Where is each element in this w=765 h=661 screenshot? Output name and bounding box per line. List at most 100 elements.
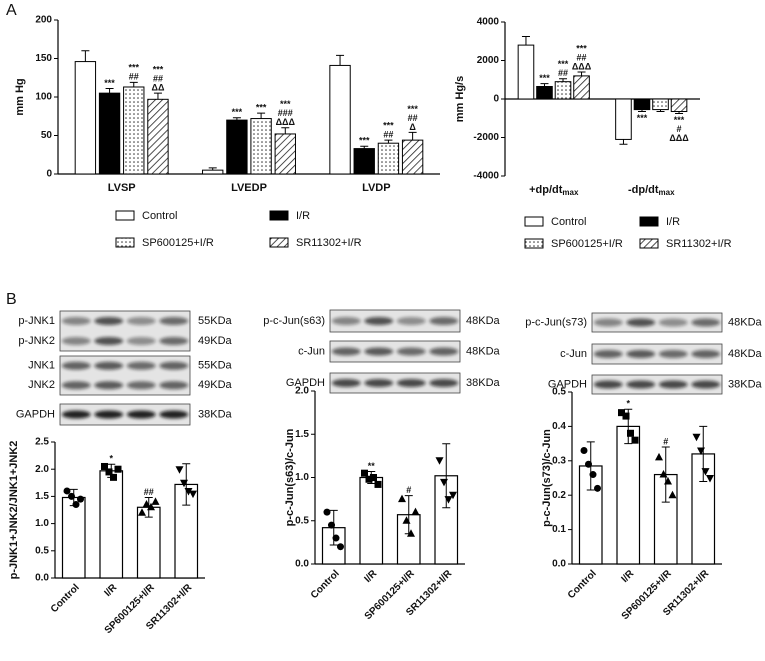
- y-tick-label: 0.3: [552, 455, 566, 466]
- bar: [329, 64, 351, 175]
- error-bar: [69, 488, 78, 507]
- blot-frame: [329, 372, 461, 394]
- data-point: [101, 462, 108, 470]
- significance-label: ***: [539, 73, 550, 83]
- y-tick-label: 150: [35, 53, 52, 64]
- blot-frame: [59, 355, 191, 396]
- blot-size: 48KDa: [466, 345, 501, 357]
- significance-label: ΔΔΔ: [276, 117, 296, 127]
- blot-band: [396, 379, 426, 387]
- significance-label: Δ: [409, 122, 416, 132]
- bar: [61, 496, 86, 579]
- blot-label: JNK1: [28, 360, 55, 372]
- significance-label: ΔΔΔ: [572, 61, 592, 71]
- data-point: [655, 452, 663, 461]
- error-bar: [129, 81, 138, 87]
- error-bar: [107, 463, 116, 478]
- error-bar: [281, 127, 290, 134]
- error-bar: [144, 496, 153, 518]
- error-bar: [81, 50, 90, 62]
- blot-label: JNK2: [28, 379, 55, 391]
- blot-band: [593, 380, 623, 389]
- blot-band: [396, 347, 426, 356]
- significance-label: ***: [576, 43, 587, 53]
- significance-label: ***: [558, 59, 569, 69]
- blot-band: [331, 347, 361, 356]
- significance-label: ***: [129, 63, 140, 73]
- error-bar: [577, 71, 586, 76]
- error-bar: [257, 112, 266, 119]
- blot-band: [691, 318, 721, 327]
- blot-band: [126, 381, 156, 390]
- bar: [359, 476, 384, 565]
- error-bar: [384, 139, 393, 144]
- y-axis-title: p-c-Jun(s63)/c-Jun: [284, 428, 296, 526]
- legend-label: I/R: [666, 216, 680, 228]
- data-point: [449, 491, 457, 500]
- legend-label: Control: [551, 216, 586, 228]
- blot-frame: [591, 312, 723, 333]
- data-point: [580, 446, 588, 454]
- data-point: [77, 495, 84, 503]
- error-bar: [661, 446, 670, 503]
- data-point: [105, 468, 113, 476]
- x-tick-label: LVEDP: [231, 182, 267, 194]
- significance-label: *: [626, 399, 630, 409]
- error-bar: [675, 111, 684, 114]
- blot-frame: [591, 374, 723, 395]
- bar: [616, 425, 641, 565]
- significance-label: #: [663, 436, 668, 446]
- blot-size: 38KDa: [198, 408, 233, 420]
- x-tick-subscript: max: [562, 188, 579, 197]
- y-tick-label: 0.5: [552, 387, 566, 398]
- bar: [123, 86, 145, 175]
- error-bar: [182, 463, 191, 506]
- significance-label: **: [368, 461, 376, 471]
- blot-frame: [591, 343, 723, 365]
- significance-label: #: [677, 124, 682, 134]
- error-bar: [656, 109, 665, 113]
- y-tick-label: 0: [46, 169, 52, 180]
- blot-band: [159, 381, 189, 390]
- y-axis-title: mm Hg/s: [454, 76, 466, 122]
- significance-label: ***: [232, 107, 243, 117]
- bar: [401, 139, 424, 175]
- significance-label: ΔΔΔ: [669, 133, 689, 143]
- legend-swatch: [639, 216, 659, 227]
- blot-size: 49KDa: [198, 335, 233, 347]
- y-tick-label: 1.0: [35, 518, 49, 529]
- bar: [226, 119, 248, 175]
- blot-label: p-JNK1: [18, 315, 55, 327]
- blot-label: c-Jun: [298, 345, 325, 357]
- significance-label: ##: [153, 74, 163, 84]
- blot-size: 48KDa: [728, 316, 763, 328]
- data-point: [138, 508, 146, 516]
- significance-label: #: [406, 485, 411, 495]
- legend-label: Control: [142, 210, 177, 222]
- legend-label: SR11302+I/R: [296, 237, 362, 249]
- blot-label: GAPDH: [548, 378, 587, 390]
- data-point: [398, 494, 406, 503]
- bar: [377, 142, 400, 175]
- legend-swatch: [115, 237, 135, 248]
- blot-band: [331, 379, 361, 387]
- data-point: [114, 465, 122, 473]
- blot-band: [159, 410, 189, 419]
- bar: [74, 61, 97, 175]
- blot-band: [94, 317, 124, 325]
- significance-label: ***: [407, 104, 418, 114]
- error-bar: [699, 425, 708, 482]
- significance-label: ###: [278, 108, 293, 118]
- y-tick-label: 2.5: [35, 437, 49, 448]
- error-bar: [624, 408, 633, 445]
- blot-band: [61, 381, 91, 390]
- legend-swatch: [269, 210, 289, 221]
- error-bar: [208, 167, 217, 171]
- data-point: [594, 484, 601, 492]
- y-tick-label: 200: [35, 15, 52, 26]
- y-tick-label: 0.1: [552, 524, 566, 535]
- x-tick-text: -dp/dt: [628, 184, 659, 196]
- x-tick-text: LVEDP: [231, 182, 267, 194]
- bar: [136, 506, 161, 579]
- panel-label: A: [6, 2, 17, 19]
